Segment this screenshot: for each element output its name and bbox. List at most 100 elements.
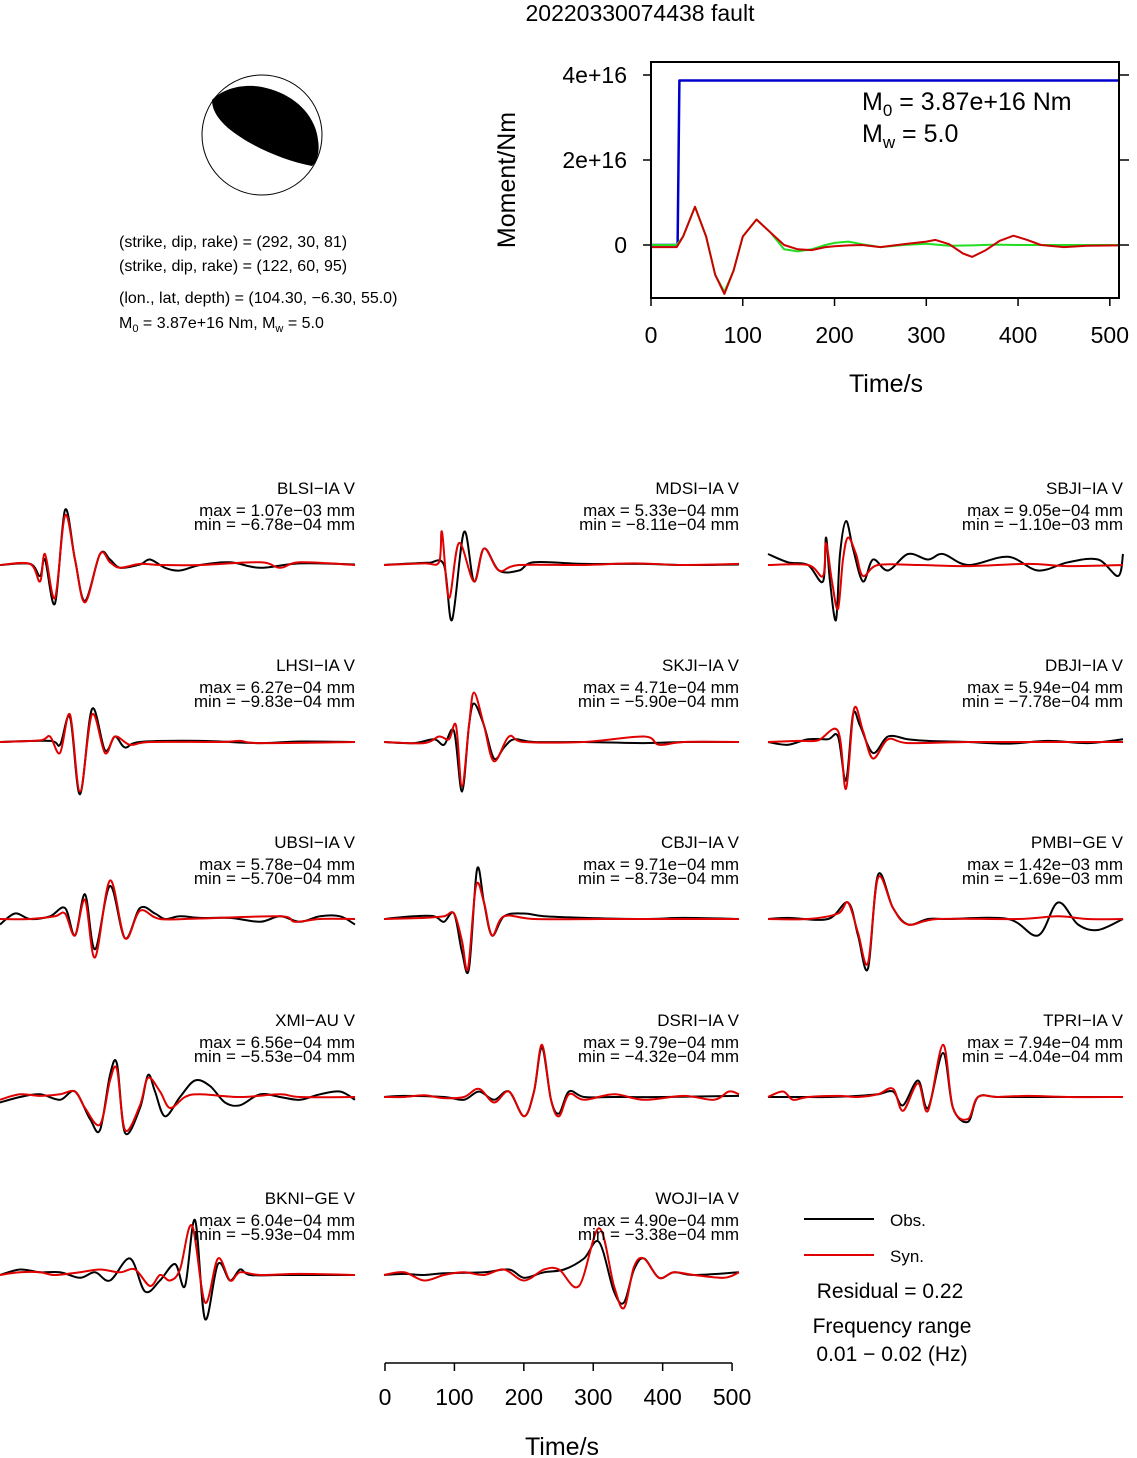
station-max: max = 7.94e−04 mm [967,1033,1123,1052]
station-max: max = 5.33e−04 mm [583,501,739,520]
m0-anno-subscript: 0 [883,101,892,120]
station-min: min = −5.53e−04 mm [194,1047,355,1066]
observed-waveform [0,707,356,796]
station-min: min = −5.93e−04 mm [194,1225,355,1244]
mw-value: = 5.0 [283,315,324,332]
synthetic-waveform [0,713,356,793]
beachball-compressional-quadrant [212,85,319,166]
station-name: DBJI−IA V [1045,656,1124,675]
station-max: max = 1.42e−03 mm [967,855,1123,874]
waveform-xlabel: Time/s [525,1433,599,1458]
moment-ytick-label: 4e+16 [562,62,627,88]
waveform-xtick-label: 200 [505,1384,543,1410]
moment-mw-annotation: Mw = 5.0 [862,120,958,152]
moment-axis-ticks: 0 100 200 300 400 500 0 2e+16 4e+16 [562,62,1129,348]
station-name: WOJI−IA V [655,1189,739,1208]
waveform-time-axis: Time/s 0 100 200 300 400 500 [379,1362,751,1458]
station-name: LHSI−IA V [276,656,356,675]
station-min: min = −6.78e−04 mm [194,515,355,534]
legend-obs-label: Obs. [890,1211,926,1230]
moment-series-stf_red [651,205,1120,295]
observed-waveform [767,710,1124,782]
station-name: BLSI−IA V [277,479,356,498]
station-min: min = −8.73e−04 mm [578,869,739,888]
station-min: min = −4.32e−04 mm [578,1047,739,1066]
moment-series-group [651,79,1120,295]
station-name: BKNI−GE V [265,1189,356,1208]
synthetic-waveform [383,881,739,972]
moment-xtick-label: 200 [815,322,853,348]
station-max: max = 5.94e−04 mm [967,678,1123,697]
observed-waveform [0,884,356,951]
moment-ytick-label: 0 [614,232,627,258]
moment-ylabel: Moment/Nm [493,112,521,248]
observed-waveform [383,702,740,793]
station-min: min = −1.10e−03 mm [962,515,1123,534]
station-min: min = −4.04e−04 mm [962,1047,1123,1066]
moment-magnitude-text: M0 = 3.87e+16 Nm, Mw = 5.0 [119,315,324,335]
station-name: UBSI−IA V [274,833,355,852]
synthetic-waveform [0,513,356,604]
moment-xtick-label: 400 [999,322,1037,348]
moment-xlabel: Time/s [849,370,923,398]
synthetic-waveform [767,875,1124,966]
m0-subscript: 0 [132,323,138,335]
moment-plot-frame [650,61,1120,299]
location-text: (lon., lat, depth) = (104.30, −6.30, 55.… [119,290,397,307]
station-name: SBJI−IA V [1046,479,1124,498]
synthetic-waveform [383,1043,740,1118]
mechanism-parameters: (strike, dip, rake) = (292, 30, 81) (str… [119,234,397,335]
station-min: min = −7.78e−04 mm [962,692,1123,711]
m0-value: = 3.87e+16 Nm, M [138,315,275,332]
station-name: DSRI−IA V [657,1011,739,1030]
waveform-xtick-label: 300 [574,1384,612,1410]
station-max: max = 6.56e−04 mm [199,1033,355,1052]
mw-anno-letter: M [862,120,883,148]
mw-anno-value: = 5.0 [895,120,958,148]
waveform-xtick-label: 400 [643,1384,681,1410]
synthetic-waveform [383,691,740,788]
station-min: min = −3.38e−04 mm [578,1225,739,1244]
frequency-range-value: 0.01 − 0.02 (Hz) [816,1343,967,1366]
station-name: CBJI−IA V [661,833,740,852]
moment-xtick-label: 300 [907,322,945,348]
station-max: max = 9.05e−04 mm [967,501,1123,520]
station-min: min = −9.83e−04 mm [194,692,355,711]
plane1-text: (strike, dip, rake) = (292, 30, 81) [119,234,347,251]
moment-xtick-label: 100 [724,322,762,348]
m0-anno-letter: M [862,88,883,116]
frequency-range-title: Frequency range [813,1315,972,1338]
residual-text: Residual = 0.22 [817,1280,964,1303]
observed-waveform [383,530,740,622]
legend-syn-label: Syn. [890,1247,924,1266]
synthetic-waveform [767,1043,1124,1121]
synthetic-waveform [767,536,1124,611]
station-max: max = 9.79e−04 mm [583,1033,739,1052]
moment-xtick-label: 500 [1091,322,1129,348]
mw-subscript: w [274,323,283,335]
station-name: PMBI−GE V [1031,833,1124,852]
waveform-xtick-label: 500 [713,1384,751,1410]
synthetic-waveform [383,530,740,600]
station-max: max = 5.78e−04 mm [199,855,355,874]
observed-waveform [767,519,1124,622]
m0-letter: M [119,315,132,332]
station-name: MDSI−IA V [655,479,739,498]
m0-anno-value: = 3.87e+16 Nm [892,88,1071,116]
synthetic-waveform [383,1227,740,1310]
station-max: max = 6.04e−04 mm [199,1211,355,1230]
